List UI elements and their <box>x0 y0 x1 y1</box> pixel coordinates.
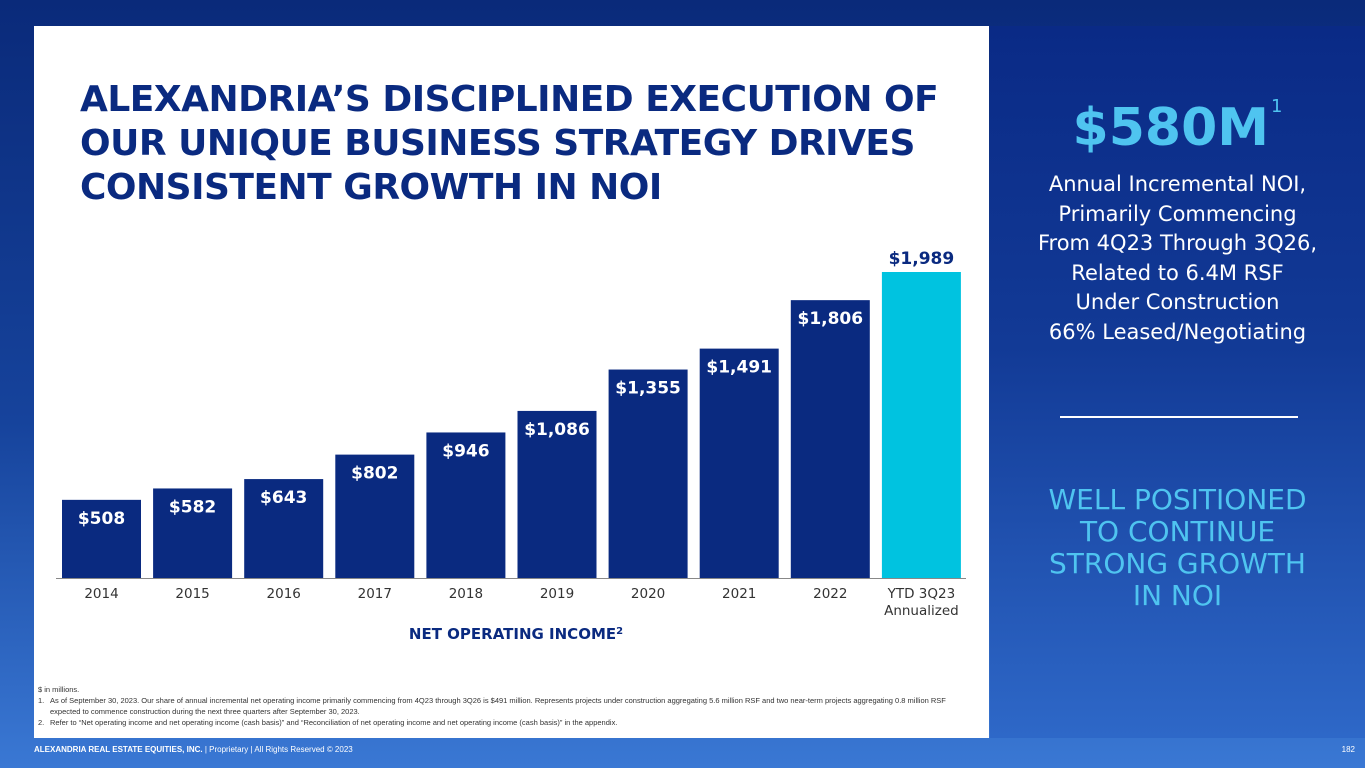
x-tick-label-1: 2015 <box>175 586 209 602</box>
x-tick-label-7: 2021 <box>722 586 756 602</box>
footnote-marker: 1 <box>1271 96 1283 117</box>
desc-line: From 4Q23 Through 3Q26, <box>1037 231 1318 255</box>
data-label-2: $643 <box>260 488 307 508</box>
data-label-3: $802 <box>351 464 398 484</box>
x-tick-label-3: 2017 <box>358 586 392 602</box>
x-tick-label-5: 2019 <box>540 586 574 602</box>
desc-line: Related to 6.4M RSF <box>1071 260 1284 285</box>
page-title: ALEXANDRIA’S DISCIPLINED EXECUTION OF OU… <box>80 78 960 210</box>
bar-7 <box>699 348 779 578</box>
x-tick-label-9-line1: Annualized <box>884 603 959 619</box>
title-line: ALEXANDRIA’S DISCIPLINED EXECUTION OF <box>80 79 939 120</box>
data-label-9: $1,989 <box>889 249 955 269</box>
footnote-number: 1. <box>38 696 45 705</box>
data-label-1: $582 <box>169 497 216 517</box>
x-tick-label-6: 2020 <box>631 586 665 602</box>
title-line: OUR UNIQUE BUSINESS STRATEGY DRIVES <box>80 123 915 164</box>
chart-title-text: NET OPERATING INCOME <box>409 625 616 643</box>
footnote-number: 2. <box>38 718 45 727</box>
footnotes: $ in millions. 1. As of September 30, 20… <box>38 684 958 728</box>
highlight-sidebar: $580M 1 Annual Incremental NOI, Primarily… <box>990 26 1365 738</box>
data-label-4: $946 <box>442 441 489 461</box>
footer-text: ALEXANDRIA REAL ESTATE EQUITIES, INC. | … <box>34 745 353 754</box>
desc-line: Under Construction <box>1075 290 1280 314</box>
bar-4 <box>426 432 506 578</box>
bar-3 <box>335 454 415 578</box>
footnote-2: 2. Refer to “Net operating income and ne… <box>38 717 958 728</box>
x-tick-label-2: 2016 <box>267 586 301 602</box>
growth-callout: WELL POSITIONED TO CONTINUE STRONG GROWT… <box>990 484 1365 612</box>
bar-5 <box>517 410 597 578</box>
bar-2 <box>244 479 324 578</box>
big-value-text: $580M <box>1072 98 1270 158</box>
title-line: CONSISTENT GROWTH IN NOI <box>80 167 662 208</box>
footnote-text: Refer to “Net operating income and net o… <box>50 718 618 727</box>
callout-line: IN NOI <box>1132 579 1223 612</box>
callout-line: TO CONTINUE <box>1079 515 1276 548</box>
bar-6 <box>608 369 688 578</box>
desc-line: 66% Leased/Negotiating <box>1048 319 1307 344</box>
data-label-0: $508 <box>78 509 125 529</box>
data-label-8: $1,806 <box>797 309 863 329</box>
data-label-7: $1,491 <box>706 358 772 378</box>
page-number: 182 <box>1341 745 1355 754</box>
footer-company: ALEXANDRIA REAL ESTATE EQUITIES, INC. <box>34 745 203 754</box>
bar-0 <box>62 499 141 578</box>
footer-rights: | Proprietary | All Rights Reserved © 20… <box>202 745 353 754</box>
chart-title-superscript: 2 <box>616 626 623 637</box>
x-tick-label-4: 2018 <box>449 586 483 602</box>
callout-line: WELL POSITIONED <box>1048 483 1307 516</box>
x-tick-label-9: YTD 3Q23 <box>887 586 956 602</box>
data-label-5: $1,086 <box>524 420 590 440</box>
bar-8 <box>790 300 870 578</box>
bar-9 <box>881 272 961 578</box>
callout-line: STRONG GROWTH <box>1049 547 1306 580</box>
noi-bar-chart: $508 2014 $582 2015 $643 2016 $802 2017 $946 2018… <box>56 249 966 643</box>
footnote-units: $ in millions. <box>38 685 80 694</box>
content-panel: ALEXANDRIA’S DISCIPLINED EXECUTION OF OU… <box>34 26 989 738</box>
chart-title: NET OPERATING INCOME2 <box>409 625 623 643</box>
x-tick-label-0: 2014 <box>84 586 118 602</box>
desc-line: Primarily Commencing <box>1058 201 1297 226</box>
x-tick-label-8: 2022 <box>813 586 847 602</box>
bar-1 <box>153 488 233 578</box>
desc-line: Annual Incremental NOI, <box>1048 172 1307 196</box>
footnote-1: 1. As of September 30, 2023. Our share o… <box>38 695 958 717</box>
footnote-text: As of September 30, 2023. Our share of a… <box>50 696 946 716</box>
incremental-noi-value: $580M 1 <box>990 96 1365 158</box>
data-label-6: $1,355 <box>615 379 681 399</box>
divider <box>1060 416 1298 418</box>
incremental-noi-description: Annual Incremental NOI, Primarily Commen… <box>990 170 1365 347</box>
